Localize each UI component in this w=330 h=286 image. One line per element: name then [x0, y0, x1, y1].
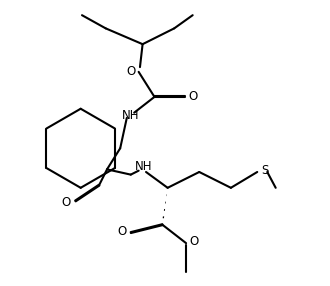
Text: O: O — [188, 90, 197, 103]
Text: O: O — [189, 235, 199, 248]
Text: NH: NH — [122, 109, 140, 122]
Text: O: O — [117, 225, 126, 238]
Text: O: O — [126, 65, 135, 78]
Text: NH: NH — [135, 160, 152, 173]
Text: S: S — [261, 164, 269, 177]
Text: O: O — [62, 196, 71, 209]
